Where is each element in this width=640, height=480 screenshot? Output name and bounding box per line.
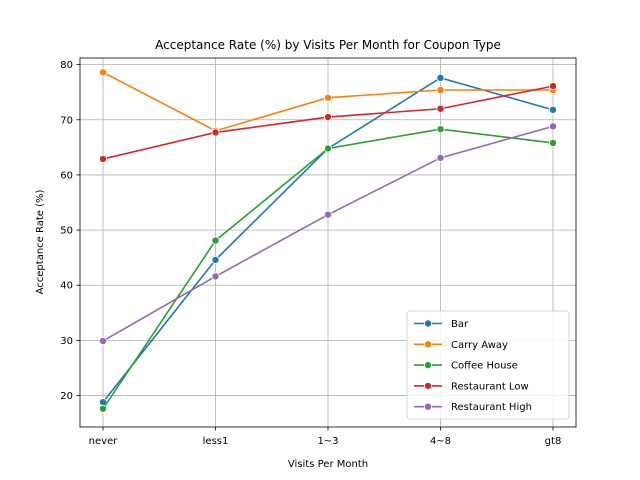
series-group xyxy=(99,68,558,413)
y-tick-label: 50 xyxy=(60,226,73,237)
x-tick-label: 1~3 xyxy=(317,436,338,447)
legend-label-coffee-house: Coffee House xyxy=(451,361,518,372)
chart-title: Acceptance Rate (%) by Visits Per Month … xyxy=(155,38,501,52)
data-point-restaurant-low xyxy=(549,82,558,91)
data-point-bar xyxy=(211,255,220,264)
x-axis-label: Visits Per Month xyxy=(288,459,368,470)
legend-marker-restaurant-low xyxy=(423,381,432,390)
data-point-coffee-house xyxy=(211,236,220,245)
data-point-restaurant-low xyxy=(99,154,108,163)
data-point-restaurant-low xyxy=(436,104,445,113)
data-point-restaurant-high xyxy=(549,122,558,131)
data-point-coffee-house xyxy=(323,144,332,153)
data-point-coffee-house xyxy=(436,125,445,134)
y-axis-label: Acceptance Rate (%) xyxy=(35,190,46,295)
data-point-restaurant-high xyxy=(99,336,108,345)
y-tick-label: 60 xyxy=(60,170,73,181)
data-point-restaurant-high xyxy=(211,272,220,281)
data-point-coffee-house xyxy=(99,404,108,413)
data-point-restaurant-high xyxy=(323,210,332,219)
data-point-restaurant-low xyxy=(323,113,332,122)
y-tick-label: 80 xyxy=(60,60,73,71)
data-point-coffee-house xyxy=(549,138,558,147)
legend-marker-bar xyxy=(423,319,432,328)
legend-label-bar: Bar xyxy=(451,319,469,330)
data-point-carry-away xyxy=(436,85,445,94)
y-tick-label: 40 xyxy=(60,281,73,292)
legend-label-restaurant-low: Restaurant Low xyxy=(451,381,529,392)
x-tick-label: 4~8 xyxy=(430,436,451,447)
legend-marker-restaurant-high xyxy=(423,402,432,411)
legend: Bar Carry Away Coffee House Restaurant Low R… xyxy=(406,310,570,420)
x-tick-label: gt8 xyxy=(545,436,562,447)
data-point-carry-away xyxy=(99,68,108,77)
legend-box xyxy=(406,310,570,420)
x-tick-label: less1 xyxy=(203,436,229,447)
legend-label-restaurant-high: Restaurant High xyxy=(451,402,532,413)
x-axis: never less1 1~3 4~8 gt8 xyxy=(89,427,562,447)
y-axis: 20 30 40 50 60 70 80 xyxy=(60,60,80,402)
data-point-bar xyxy=(549,105,558,114)
data-point-carry-away xyxy=(323,93,332,102)
y-tick-label: 70 xyxy=(60,115,73,126)
legend-marker-carry-away xyxy=(423,340,432,349)
y-tick-label: 20 xyxy=(60,391,73,402)
data-point-bar xyxy=(436,73,445,82)
y-tick-label: 30 xyxy=(60,336,73,347)
legend-label-carry-away: Carry Away xyxy=(451,340,508,351)
data-point-restaurant-high xyxy=(436,153,445,162)
x-tick-label: never xyxy=(89,436,119,447)
legend-marker-coffee-house xyxy=(423,361,432,370)
data-point-restaurant-low xyxy=(211,128,220,137)
